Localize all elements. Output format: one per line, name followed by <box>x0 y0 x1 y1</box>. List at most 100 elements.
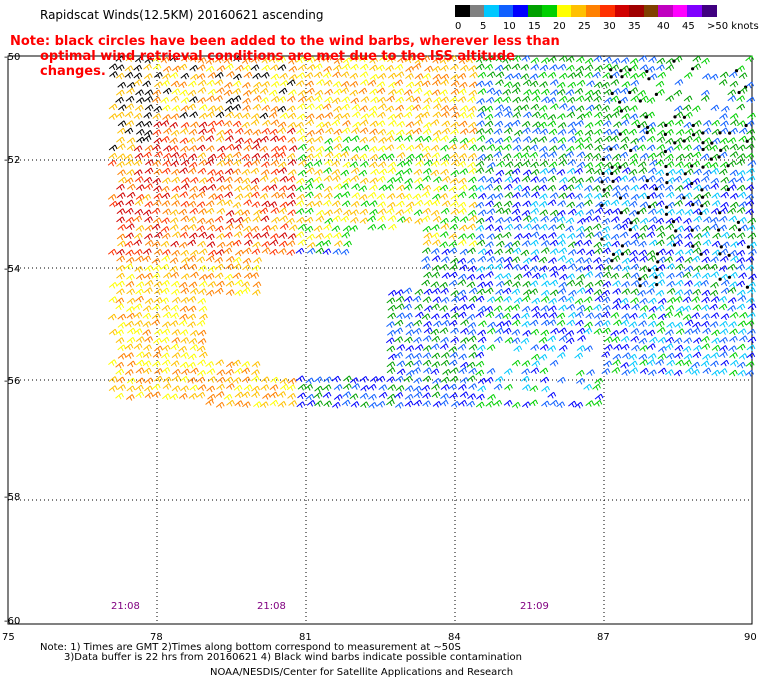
wind-barb <box>547 175 557 183</box>
wind-barb <box>603 56 612 64</box>
wind-barb <box>116 161 125 168</box>
wind-barb <box>368 402 378 409</box>
wind-barb <box>297 383 307 391</box>
wind-barb <box>278 167 288 174</box>
wind-barb <box>163 272 172 279</box>
wind-barb <box>520 337 530 345</box>
wind-barb <box>550 271 559 278</box>
wind-barb <box>142 312 152 320</box>
wind-barb <box>431 383 440 391</box>
wind-barb <box>529 80 539 88</box>
legend-swatch <box>455 5 470 17</box>
wind-barb <box>656 151 665 158</box>
wind-barb <box>593 95 602 103</box>
legend-swatch <box>600 5 615 17</box>
wind-barb <box>268 89 278 97</box>
wind-barb <box>466 233 476 240</box>
wind-barb <box>142 351 152 359</box>
wind-barb <box>583 383 593 391</box>
wind-barb <box>639 297 648 305</box>
wind-barb <box>620 136 630 144</box>
wind-barb <box>169 55 179 62</box>
wind-barb <box>277 105 287 113</box>
wind-barb <box>549 399 559 407</box>
wind-barb <box>583 185 593 192</box>
wind-barb <box>423 321 432 328</box>
wind-barb <box>170 240 180 248</box>
wind-barb <box>403 159 413 167</box>
wind-barb <box>646 359 656 367</box>
wind-barb <box>306 167 315 175</box>
wind-barb <box>729 143 739 151</box>
wind-barb <box>268 184 278 191</box>
wind-barb <box>206 368 216 375</box>
wind-barb <box>152 113 162 120</box>
wind-barb <box>331 97 341 105</box>
wind-barb <box>250 119 260 126</box>
wind-barb <box>144 336 154 343</box>
wind-barb <box>720 287 730 295</box>
wind-barb <box>394 64 404 71</box>
wind-barb <box>475 80 485 88</box>
wind-barb <box>484 105 494 113</box>
contamination-dot <box>655 252 660 256</box>
wind-barb <box>305 95 315 103</box>
wind-barb <box>260 72 270 79</box>
wind-barb <box>161 177 171 185</box>
wind-barb <box>657 346 667 353</box>
wind-barb <box>144 89 154 97</box>
wind-barb <box>639 201 649 209</box>
wind-barb <box>728 224 738 232</box>
wind-barb <box>223 247 233 255</box>
wind-barb <box>745 264 755 272</box>
wind-barb <box>403 193 412 201</box>
wind-barb <box>171 337 181 344</box>
wind-barb <box>242 184 252 191</box>
wind-barb <box>523 111 532 119</box>
wind-barb <box>486 327 496 335</box>
wind-barb <box>711 240 721 248</box>
wind-barb <box>116 216 125 224</box>
wind-barb <box>133 343 143 350</box>
wind-barb <box>376 64 385 72</box>
wind-barb <box>152 217 162 225</box>
wind-barb <box>647 297 657 305</box>
wind-barb <box>333 207 343 215</box>
contamination-dot <box>618 132 622 136</box>
wind-barb <box>188 128 198 136</box>
wind-barb <box>151 313 161 320</box>
wind-barb <box>270 119 280 126</box>
wind-barb <box>584 57 594 65</box>
wind-barb <box>594 295 604 303</box>
wind-barb <box>207 376 217 383</box>
wind-barb <box>468 192 478 200</box>
wind-barb <box>556 233 566 241</box>
wind-barb <box>304 161 314 169</box>
wind-barb <box>603 208 613 216</box>
wind-barb <box>664 153 674 161</box>
wind-barb <box>684 256 694 264</box>
wind-barb <box>413 319 423 327</box>
wind-barb <box>639 64 649 72</box>
wind-barb <box>718 303 728 311</box>
wind-barb <box>260 97 269 104</box>
wind-barb <box>367 224 377 231</box>
wind-barb <box>693 144 702 152</box>
wind-barb <box>457 289 467 297</box>
wind-barb <box>180 72 190 80</box>
wind-barb <box>728 177 737 185</box>
wind-barb <box>431 391 441 399</box>
wind-barb <box>709 289 719 297</box>
wind-barb <box>547 319 557 326</box>
wind-barb <box>115 64 125 71</box>
wind-barb <box>448 383 457 391</box>
wind-barb <box>693 265 702 273</box>
wind-barb <box>279 223 289 230</box>
wind-barb <box>144 104 154 111</box>
wind-barb <box>513 184 523 192</box>
wind-barb <box>503 368 513 375</box>
wind-barb <box>215 359 225 366</box>
wind-barb <box>702 327 711 335</box>
wind-barb <box>494 120 504 128</box>
contamination-dot <box>718 277 722 281</box>
